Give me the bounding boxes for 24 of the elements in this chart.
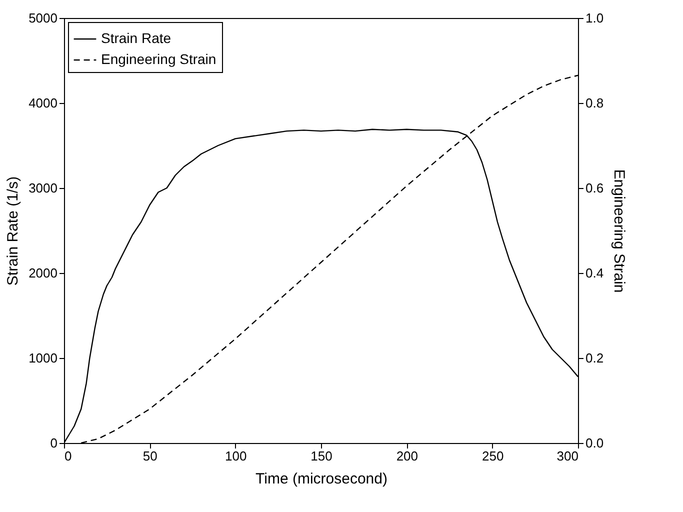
- y-tick-label: 3000: [28, 180, 58, 196]
- y2-tick-label: 0.8: [586, 96, 604, 110]
- y-tick-label: 4000: [28, 96, 58, 110]
- y-tick-label: 5000: [28, 10, 58, 26]
- legend-label: Engineering Strain: [101, 51, 216, 67]
- x-tick-label: 100: [224, 448, 247, 464]
- y2-tick-label: 0.6: [586, 180, 604, 196]
- legend-label: Strain Rate: [101, 30, 172, 46]
- y2-tick-label: 0.0: [586, 436, 604, 450]
- y-tick-label: 2000: [28, 266, 58, 280]
- x-tick-label: 0: [64, 448, 72, 464]
- y2-axis-title: Engineering Strain: [610, 169, 628, 293]
- y-tick-label: 1000: [28, 350, 58, 366]
- x-axis-title: Time (microsecond): [256, 470, 388, 488]
- y-axis-title: Strain Rate (1/s): [4, 176, 22, 286]
- x-tick-label: 250: [482, 448, 504, 464]
- x-tick-label: 150: [310, 448, 332, 464]
- y-tick-label: 0: [50, 436, 58, 450]
- y2-tick-label: 1.0: [586, 10, 604, 26]
- x-tick-label: 300: [556, 448, 578, 464]
- x-tick-label: 50: [142, 448, 158, 464]
- y2-tick-label: 0.2: [586, 350, 604, 366]
- x-tick-label: 200: [396, 448, 418, 464]
- y2-tick-label: 0.4: [586, 266, 604, 280]
